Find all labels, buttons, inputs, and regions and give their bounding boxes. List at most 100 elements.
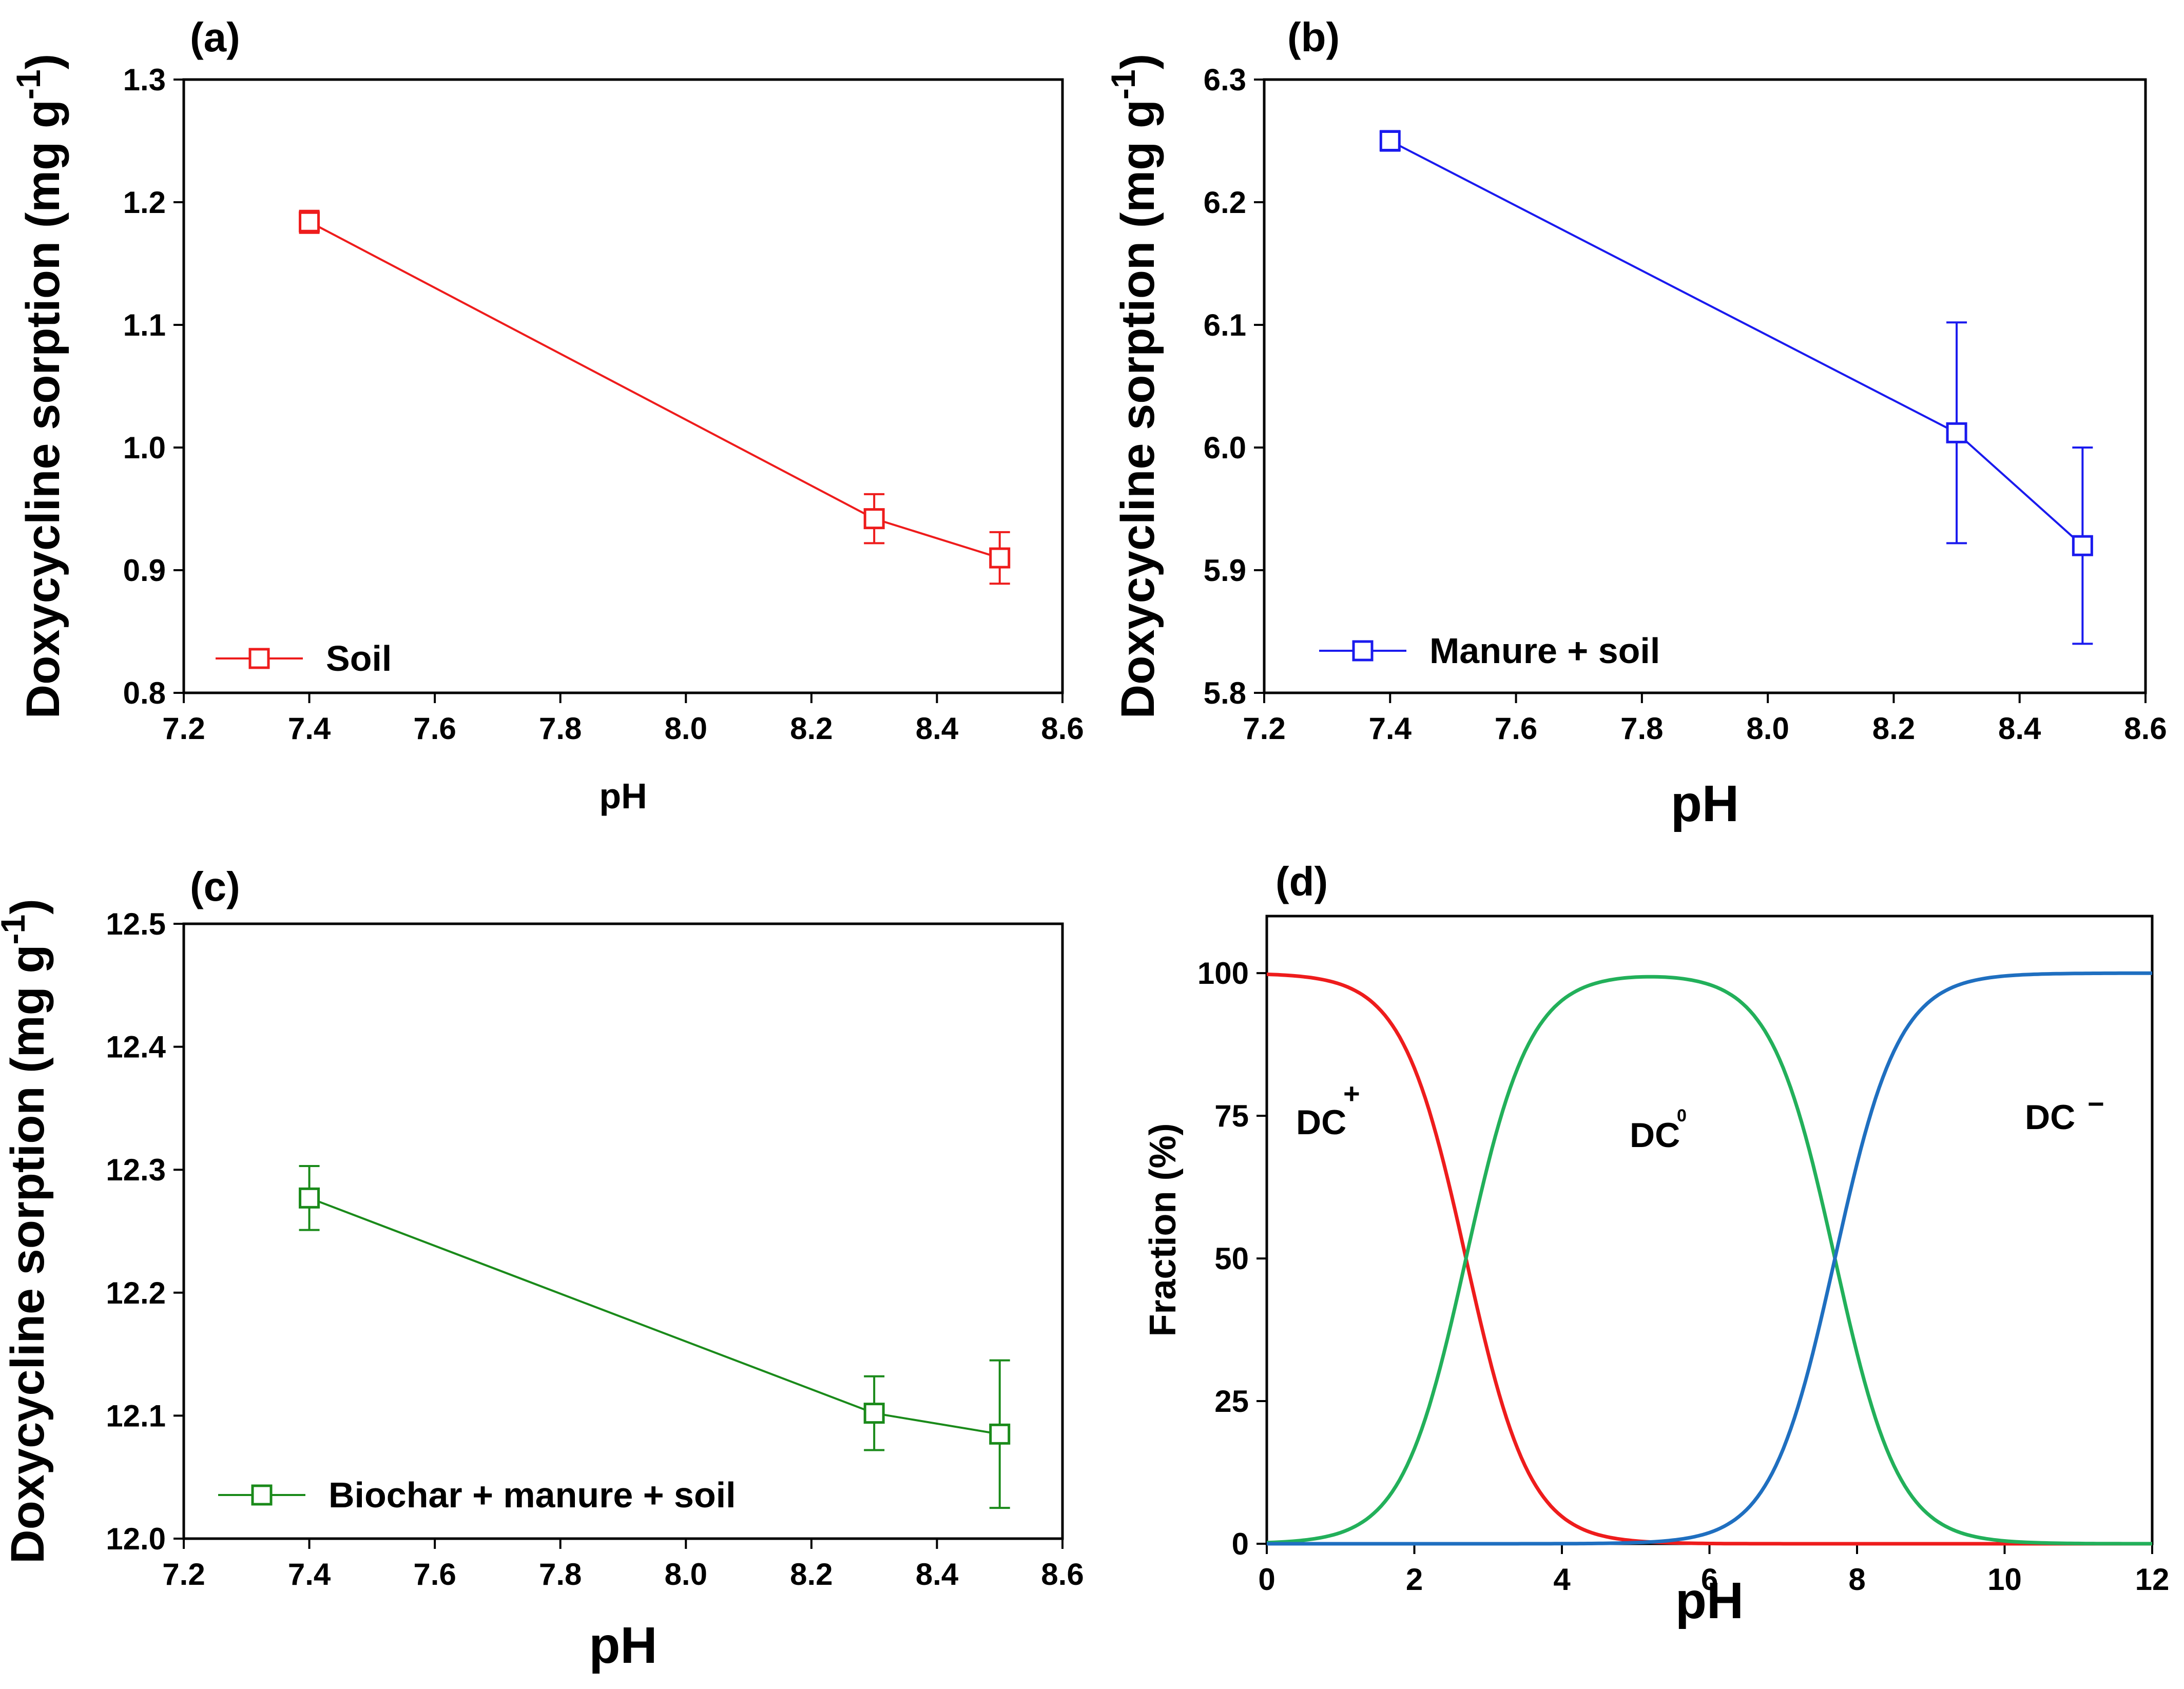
- y-axis-label-text: Doxycycline sorption (mg g: [1112, 100, 1164, 719]
- species-curve-3: [1267, 971, 2152, 1546]
- y-tick-label: 50: [1214, 1241, 1249, 1276]
- species-label-sup: −: [2088, 1088, 2104, 1120]
- x-tick-label: 4: [1553, 1562, 1571, 1597]
- x-tick-label: 7.2: [162, 1557, 205, 1591]
- y-tick-label: 6.3: [1204, 63, 1246, 97]
- y-tick-label: 6.1: [1204, 308, 1246, 342]
- data-point: [1946, 422, 1967, 443]
- y-axis-label: Fraction (%): [1143, 1123, 1184, 1336]
- x-tick-label: 7.8: [539, 1557, 582, 1591]
- data-point: [1379, 130, 1401, 151]
- y-tick-label: 25: [1214, 1384, 1249, 1419]
- y-axis-label-text: Fraction (%): [1143, 1123, 1184, 1336]
- x-axis-label: pH: [589, 1617, 657, 1674]
- x-tick-label: 7.8: [539, 711, 582, 746]
- x-tick-label: 8.0: [665, 711, 707, 746]
- panel-label: (d): [1275, 859, 1328, 904]
- y-axis-label-close: ): [2, 899, 54, 915]
- y-axis-label: Doxycycline sorption (mg g-1): [1104, 54, 1164, 719]
- plot-frame: [1263, 78, 2147, 694]
- species-label: DC: [2025, 1098, 2075, 1137]
- x-tick-label: 2: [1406, 1562, 1423, 1597]
- x-tick-label: 8.6: [2124, 711, 2167, 746]
- data-point: [989, 1423, 1011, 1445]
- legend-label: Manure + soil: [1429, 631, 1660, 671]
- data-point: [2072, 535, 2093, 556]
- x-tick-label: 7.2: [162, 711, 205, 746]
- chart-panel-2: 7.2 7.4 7.6 7.8 8.0 8.2 8.4 8.6 5.8 5.9 6.0 6.1 6.2 6…: [1104, 14, 2167, 832]
- y-tick-label: 12.1: [106, 1399, 166, 1433]
- y-tick-label: 5.9: [1204, 553, 1246, 588]
- series-line: [1389, 140, 2083, 547]
- species-label: DC: [1296, 1103, 1346, 1142]
- y-tick-label: 75: [1214, 1099, 1249, 1133]
- x-tick-label: 7.8: [1620, 711, 1663, 746]
- data-point: [299, 1187, 320, 1209]
- y-tick-label: 1.2: [123, 185, 166, 220]
- x-tick-label: 8.4: [916, 711, 959, 746]
- x-tick-label: 8.0: [1746, 711, 1789, 746]
- y-tick-label: 12.0: [106, 1522, 166, 1556]
- y-tick-label: 0.9: [123, 553, 166, 588]
- x-tick-label: 7.4: [1369, 711, 1412, 746]
- x-tick-label: 7.6: [413, 711, 456, 746]
- y-axis-label-text: Doxycycline sorption (mg g: [17, 100, 69, 719]
- x-tick-label: 8.2: [790, 1557, 833, 1591]
- x-tick-label: 6: [1701, 1562, 1718, 1597]
- x-tick-label: 8.6: [1041, 1557, 1084, 1591]
- y-tick-label: 6.2: [1204, 185, 1246, 220]
- y-tick-label: 6.0: [1204, 431, 1246, 465]
- y-tick-label: 100: [1197, 956, 1249, 991]
- y-axis-label-text: Doxycycline sorption (mg g: [2, 944, 54, 1563]
- y-axis-label: Doxycycline sorption (mg g-1): [0, 899, 54, 1564]
- species-label-sup: 0: [1677, 1106, 1687, 1125]
- x-tick-label: 7.6: [1495, 711, 1537, 746]
- x-tick-label: 12: [2135, 1562, 2170, 1597]
- y-tick-label: 0.8: [123, 676, 166, 710]
- y-axis-label-sup: -1: [0, 915, 32, 945]
- y-axis-label-sup: -1: [9, 69, 47, 100]
- species-curve-2: [1266, 975, 2152, 1546]
- y-axis-label: Doxycycline sorption (mg g-1): [9, 54, 69, 719]
- chart-panel-1: 7.2 7.4 7.6 7.8 8.0 8.2 8.4 8.6 0.8 0.9 1.0 1.1 1.2 1…: [9, 14, 1084, 816]
- data-point: [863, 508, 885, 530]
- x-tick-label: 8.4: [916, 1557, 959, 1591]
- x-axis-label: pH: [1671, 775, 1739, 832]
- y-axis-label-close: ): [1112, 54, 1164, 70]
- species-label: DC: [1630, 1116, 1680, 1155]
- legend-marker: [1352, 640, 1374, 662]
- y-axis-label-sup: -1: [1104, 69, 1142, 100]
- x-tick-label: 8.2: [1872, 711, 1915, 746]
- panel-label: (c): [190, 864, 240, 909]
- data-point: [989, 547, 1011, 569]
- y-tick-label: 12.2: [106, 1276, 166, 1310]
- x-tick-label: 10: [1987, 1562, 2022, 1597]
- species-label-sup: +: [1343, 1077, 1360, 1110]
- legend-marker: [251, 1484, 273, 1506]
- x-tick-label: 8.0: [665, 1557, 707, 1591]
- x-axis-label: pH: [599, 776, 647, 816]
- y-tick-label: 1.3: [123, 63, 166, 97]
- panel-label: (a): [190, 14, 240, 60]
- plot-frame: [1265, 915, 2154, 1545]
- species-curve-1: [1266, 972, 2152, 1546]
- y-tick-label: 5.8: [1204, 676, 1246, 710]
- chart-panel-3: 7.2 7.4 7.6 7.8 8.0 8.2 8.4 8.6 12.0 12.1 12.2 12.3…: [0, 864, 1084, 1674]
- data-point: [863, 1403, 885, 1424]
- y-tick-label: 0: [1232, 1527, 1249, 1561]
- x-axis-label: pH: [1675, 1572, 1744, 1629]
- plot-frame: [182, 922, 1064, 1540]
- x-tick-label: 7.4: [288, 711, 331, 746]
- legend-label: Biochar + manure + soil: [328, 1475, 736, 1515]
- series-line: [308, 221, 1000, 559]
- x-tick-label: 8.2: [790, 711, 833, 746]
- legend-label: Soil: [326, 638, 392, 678]
- x-tick-label: 8.4: [1998, 711, 2041, 746]
- panel-label: (b): [1287, 14, 1340, 60]
- x-tick-label: 8.6: [1041, 711, 1084, 746]
- data-point: [299, 211, 320, 232]
- legend-marker: [248, 648, 270, 669]
- y-tick-label: 12.4: [106, 1030, 166, 1064]
